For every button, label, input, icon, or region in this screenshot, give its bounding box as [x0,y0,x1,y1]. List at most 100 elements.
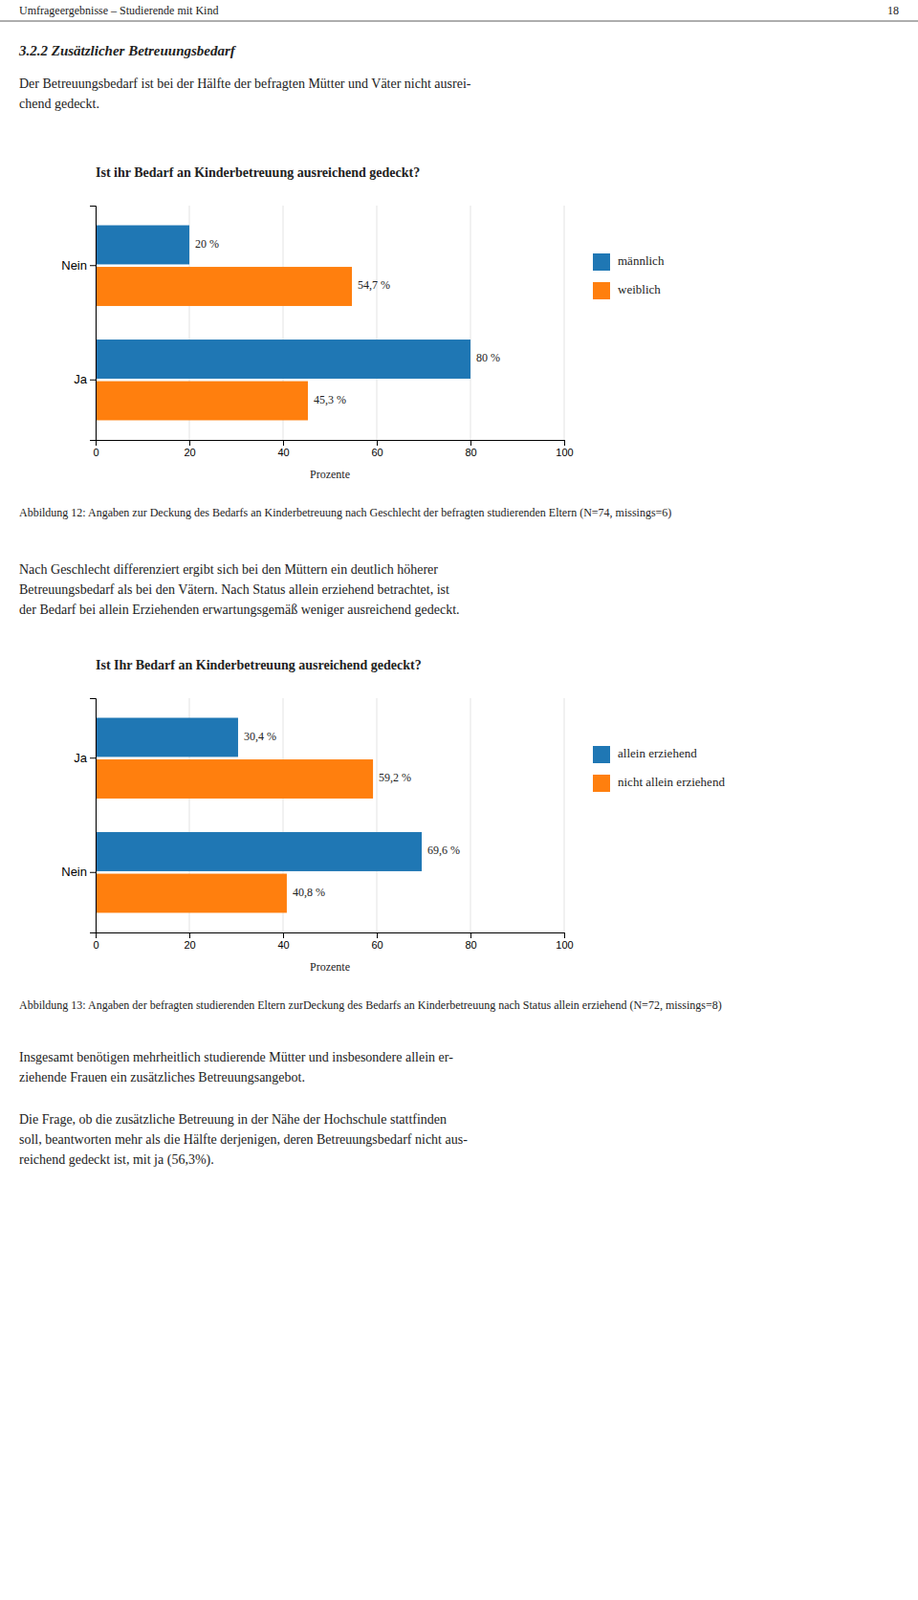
grid-line [470,698,472,933]
data-label: 40,8 % [292,885,326,899]
plot: 20 %80 %54,7 %45,3 % 0 20 40 60 80 100 Nein Ja Pr… [61,205,573,481]
tick: 20 [183,932,196,951]
grid-line [564,205,566,440]
axis-line [96,440,566,447]
tick: 100 [555,932,573,951]
paragraph-line: der Bedarf bei allein Erziehenden erwart… [19,602,460,617]
grid-line [376,205,378,440]
data-label: 69,6 % [427,843,460,857]
tick-mark [89,872,96,874]
axis-line [96,933,566,940]
legend-item: männlich [592,253,665,271]
grid-line [470,205,472,440]
tick-label: 80 [464,939,477,951]
tick-label: Nein [61,864,88,879]
grid [95,205,565,440]
plot: 30,4 %69,6 %59,2 %40,8 %020406080100JaNe… [61,698,573,974]
tick-mark [89,757,96,759]
tick-mark [470,439,472,446]
bar [95,718,239,758]
bar [95,381,308,421]
legend-swatch [592,282,611,300]
tick: 60 [371,932,383,951]
data-labels: 20 %80 %54,7 %45,3 % [195,237,501,407]
tick-mark [564,932,566,939]
legend-label: männlich [617,253,665,268]
caption: Abbildung 13: Angaben der befragten stud… [19,998,722,1012]
paragraph-line: ziehende Frauen ein zusätzliches Betreuu… [19,1070,306,1085]
bar [95,225,190,265]
tick-label: 0 [92,939,99,951]
y-axis: Ja Nein [61,699,96,934]
bar [95,759,373,799]
data-label: 45,3 % [313,393,347,407]
bar [95,266,352,306]
tick-mark [283,439,285,446]
tick-label: 20 [183,446,196,459]
tick: 80 [464,932,477,951]
tick-label: 40 [277,446,289,459]
paragraph-line: chend gedeckt. [19,96,100,111]
legend-item: nicht allein erziehend [592,774,725,792]
tick: Nein [61,864,96,879]
paragraph-line: Betreuungsbedarf als bei den Vätern. Nac… [19,582,450,597]
legend-item: allein erziehend [592,745,698,764]
tick: 20 [183,439,196,459]
bar [95,339,471,379]
x-axis: 0 20 40 60 80 100 [92,932,573,951]
bars [95,225,471,421]
tick: Ja [73,750,96,765]
tick-mark [470,932,472,939]
bar [95,831,422,872]
legend-swatch [592,774,611,792]
legend-swatch [592,253,611,271]
tick-label: Nein [61,258,88,273]
tick-mark [564,439,566,446]
tick-mark [89,264,96,266]
tick-label: 60 [371,446,383,459]
legend-swatch [592,745,611,764]
legend: allein erziehend nicht allein erziehend [592,745,725,792]
chart-title: Ist ihr Bedarf an Kinderbetreuung ausrei… [95,165,420,180]
bar [95,874,287,914]
header-rule [0,21,918,22]
legend: männlich weiblich [592,253,665,300]
section-title: 3.2.2 Zusätzlicher Betreuungsbedarf [18,43,238,59]
tick-label: 20 [183,939,196,951]
legend-label: nicht allein erziehend [617,774,725,789]
axis-line [89,699,97,934]
data-label: 30,4 % [243,729,277,744]
tick-label: 100 [555,939,573,951]
paragraph-line: reichend gedeckt ist, mit ja (56,3%). [19,1152,215,1168]
tick-mark [189,932,191,939]
tick: 0 [92,439,99,459]
paragraph-line: Die Frage, ob die zusätzliche Betreuung … [19,1112,447,1127]
tick-mark [89,379,96,381]
chart-title: Ist Ihr Bedarf an Kinderbetreuung ausrei… [95,657,422,673]
tick-label: Ja [73,750,88,765]
tick: Nein [61,258,96,273]
tick: 60 [371,439,383,459]
tick-mark [376,932,378,939]
axis-title: Prozente [309,467,350,481]
paragraph-line: Der Betreuungsbedarf ist bei der Hälfte … [19,76,472,91]
paragraph-line: soll, beantworten mehr als die Hälfte de… [19,1132,468,1147]
grid-line [376,698,378,933]
tick-mark [376,439,378,446]
y-axis: Nein Ja [61,206,96,441]
page-number: 18 [887,3,899,18]
tick: 80 [464,439,477,459]
legend-label: weiblich [617,282,661,297]
bars [95,718,422,914]
tick-label: 40 [277,939,289,951]
tick: 100 [555,439,573,459]
tick-label: Ja [73,371,88,387]
x-axis: 0 20 40 60 80 100 [92,439,573,459]
tick-label: 0 [92,446,99,459]
tick: 40 [277,932,289,951]
page-header: Umfrageergebnisse – Studierende mit Kind [19,3,219,18]
data-labels: 30,4 %69,6 %59,2 %40,8 % [243,729,460,899]
page: Umfrageergebnisse – Studierende mit Kind… [0,0,918,1600]
tick-label: 80 [464,446,477,459]
axis-line [89,206,97,441]
